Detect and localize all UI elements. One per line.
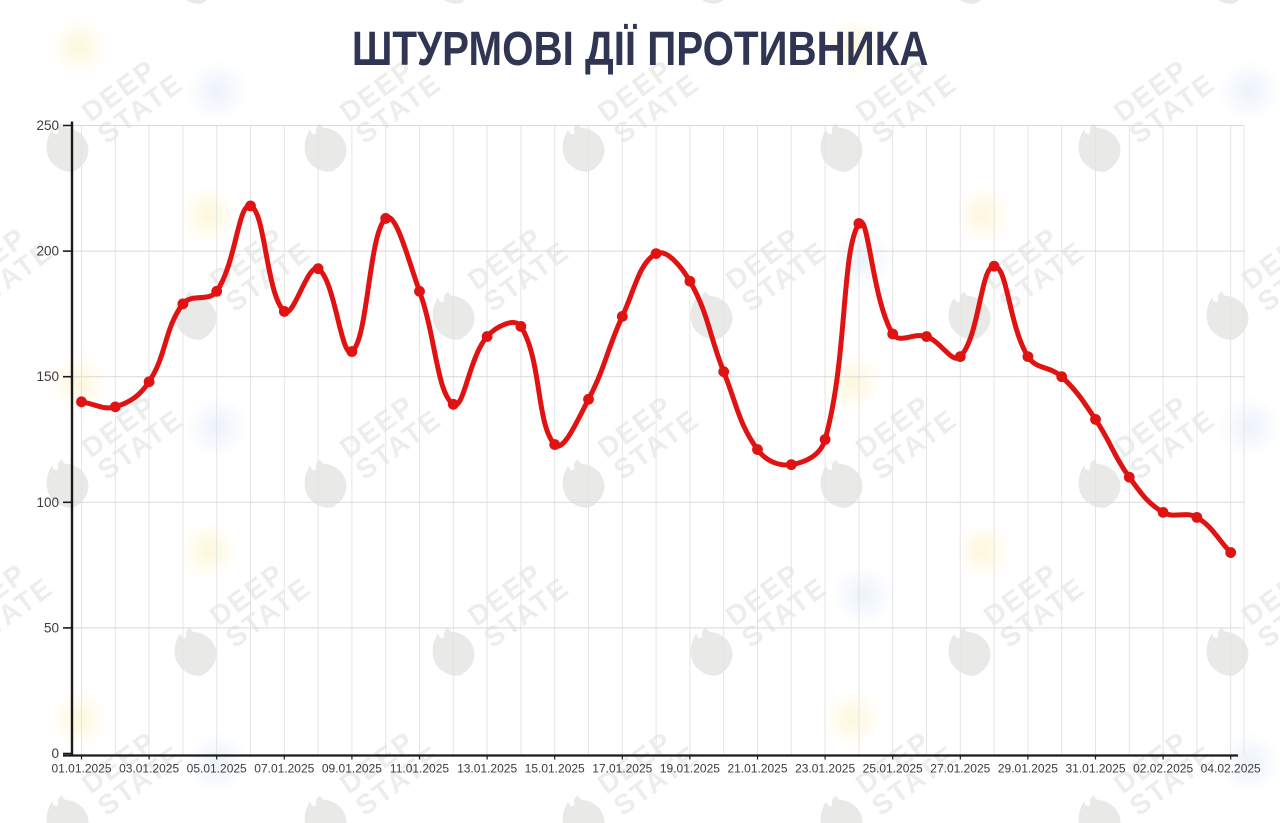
data-point [1123, 471, 1135, 483]
data-point [752, 444, 763, 455]
y-tick-label: 0 [51, 746, 59, 761]
x-tick-label: 27.01.2025 [930, 762, 990, 776]
data-point [76, 396, 87, 408]
data-point [684, 275, 696, 287]
data-point [954, 351, 966, 363]
x-tick-label: 07.01.2025 [254, 762, 314, 776]
data-point [447, 398, 459, 410]
data-point [177, 298, 189, 310]
axes [63, 121, 1238, 760]
data-point [583, 393, 594, 405]
data-point [887, 328, 899, 340]
x-tick-label: 13.01.2025 [457, 762, 517, 776]
data-point [853, 218, 865, 229]
y-tick-label: 250 [36, 118, 59, 133]
data-point [380, 213, 392, 224]
y-tick-label: 150 [36, 369, 59, 384]
axis-labels: 0 50 100 150 200 250 01.01.2025 03.01.2025 05.01… [36, 118, 1261, 776]
data-point [481, 331, 493, 342]
data-point [1191, 511, 1203, 523]
data-point [785, 459, 797, 471]
data-point [1225, 547, 1237, 558]
data-point [245, 200, 256, 212]
data-point [616, 311, 628, 322]
gridlines [72, 125, 1245, 756]
x-tick-label: 21.01.2025 [727, 762, 787, 776]
data-point [312, 263, 324, 275]
data-point [921, 331, 932, 342]
x-tick-label: 04.02.2025 [1201, 762, 1261, 776]
y-tick-label: 100 [36, 495, 59, 510]
x-tick-label: 15.01.2025 [525, 762, 585, 776]
x-tick-label: 11.01.2025 [390, 762, 449, 776]
x-tick-label: 01.01.2025 [51, 762, 111, 776]
x-tick-label: 31.01.2025 [1065, 762, 1125, 776]
data-point [1090, 414, 1101, 425]
data-series [76, 200, 1237, 558]
data-point [414, 285, 425, 297]
data-point [549, 439, 561, 450]
data-point [1022, 351, 1034, 363]
data-point [819, 434, 831, 445]
x-tick-label: 03.01.2025 [119, 762, 179, 776]
data-point [1056, 371, 1068, 383]
y-tick-label: 50 [44, 620, 59, 635]
x-tick-label: 09.01.2025 [322, 762, 382, 776]
x-tick-label: 29.01.2025 [998, 762, 1058, 776]
x-tick-label: 17.01.2025 [592, 762, 652, 776]
series-line [79, 203, 1234, 556]
data-point [988, 260, 1000, 272]
data-point [346, 346, 358, 357]
x-tick-label: 05.01.2025 [187, 762, 247, 776]
x-tick-label: 02.02.2025 [1133, 762, 1193, 776]
data-point [109, 401, 121, 413]
chart-title: ШТУРМОВІ ДІЇ ПРОТИВНИКА [351, 23, 929, 76]
data-point [1157, 506, 1169, 518]
x-tick-label: 19.01.2025 [660, 762, 720, 776]
y-tick-label: 200 [36, 244, 59, 259]
data-point [278, 305, 290, 317]
chart-title-wrap: ШТУРМОВІ ДІЇ ПРОТИВНИКА [0, 22, 1280, 77]
x-tick-label: 23.01.2025 [795, 762, 855, 776]
data-point [650, 248, 662, 260]
data-point [211, 285, 223, 297]
data-point [718, 366, 730, 378]
data-point [515, 321, 527, 332]
x-tick-label: 25.01.2025 [863, 762, 923, 776]
data-point [143, 376, 155, 388]
